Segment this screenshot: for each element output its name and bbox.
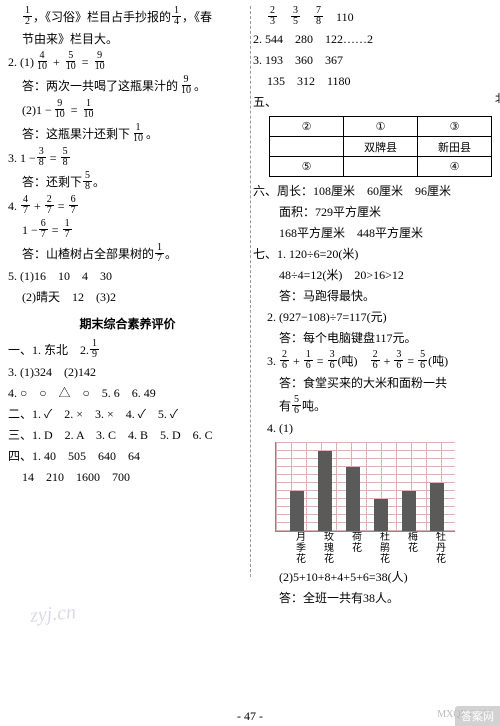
text: ，《习俗》栏目占手抄报的 xyxy=(33,8,171,26)
left-column: 12 ，《习俗》栏目占手抄报的 14 ，《春 节由来》栏目大。 2. (1) 4… xyxy=(8,6,247,607)
column-divider xyxy=(250,6,251,577)
answer-line: 答：山楂树占全部果树的 17 。 xyxy=(8,243,247,264)
text-line: 12 ，《习俗》栏目占手抄报的 14 ，《春 xyxy=(8,6,247,27)
answer-line: 答：还剩下 58 。 xyxy=(8,171,247,192)
s6-1-line: 六、周长：108厘米 60厘米 96厘米 xyxy=(253,182,492,200)
q2-2-line: (2)1 − 910 = 110 xyxy=(8,99,247,120)
corner-badge: 答案网 xyxy=(455,706,500,726)
s6-3-line: 168平方厘米 448平方厘米 xyxy=(253,224,492,242)
s7-1-line: 七、1. 120÷6=20(米) xyxy=(253,245,492,263)
chart-xlabel: 玫瑰花 xyxy=(315,532,343,565)
chart-bar xyxy=(430,483,444,531)
answer-line: 答：两次一共喝了这瓶果汁的 910 。 xyxy=(8,75,247,96)
chart-xlabel: 月季花 xyxy=(287,532,315,565)
q2-line: 2. (1) 410 + 510 = 910 xyxy=(8,51,247,72)
s4-2-line: 14 210 1600 700 xyxy=(8,468,247,486)
s7-1b-line: 48÷4=12(米) 20>16>12 xyxy=(253,266,492,284)
north-label: 北 xyxy=(495,91,500,108)
r1-line: 23 35 78 110 xyxy=(253,6,492,27)
s7-4-line: 4. (1) xyxy=(253,419,492,437)
s3-line: 三、1. D 2. A 3. C 4. B 5. D 6. C xyxy=(8,426,247,444)
s7-1c-line: 答：马跑得最快。 xyxy=(253,287,492,305)
chart-bar xyxy=(346,467,360,531)
q5-2-line: (2)晴天 12 (3)2 xyxy=(8,288,247,306)
chart-xlabel: 杜鹃花 xyxy=(371,532,399,565)
table-row: ②①③ xyxy=(270,117,492,137)
q3-line: 3. 1 − 38 = 58 xyxy=(8,147,247,168)
text: ，《春 xyxy=(182,8,212,26)
chart-bar xyxy=(318,451,332,531)
s7-2b-line: 答：每个电脑键盘117元。 xyxy=(253,329,492,347)
s1-4-line: 4. ○ ○ △ ○ 5. 6 6. 49 xyxy=(8,384,247,402)
q4-2-line: 1 − 67 = 17 xyxy=(8,219,247,240)
s7-4b-line: (2)5+10+8+4+5+6=38(人) xyxy=(253,568,492,586)
s1-line: 一、1. 东北 2. 19 xyxy=(8,339,247,360)
s7-3c-line: 有 56 吨。 xyxy=(253,395,492,416)
s1-3-line: 3. (1)324 (2)142 xyxy=(8,363,247,381)
table-row: 双牌县新田县 xyxy=(270,137,492,157)
q4-line: 4. 47 + 27 = 67 xyxy=(8,195,247,216)
fraction: 14 xyxy=(172,6,181,27)
r2-line: 2. 544 280 122……2 xyxy=(253,30,492,48)
section-heading: 期末综合素养评价 xyxy=(8,315,247,332)
chart-xlabel: 梅花 xyxy=(399,532,427,565)
s7-3b-line: 答：食堂买来的大米和面粉一共 xyxy=(253,374,492,392)
chart-xlabel: 牡丹花 xyxy=(427,532,455,565)
r3-line: 3. 193 360 367 xyxy=(253,51,492,69)
s7-3-line: 3. 26 + 16 = 36 (吨) 26 + 36 = 56 (吨) xyxy=(253,350,492,371)
page-footer: - 47 - xyxy=(0,709,500,724)
chart-bar xyxy=(374,499,388,531)
fraction: 12 xyxy=(23,6,32,27)
answer-line: 答：这瓶果汁还剩下 110 。 xyxy=(8,123,247,144)
s7-4c-line: 答：全班一共有38人。 xyxy=(253,589,492,607)
right-column: 23 35 78 110 2. 544 280 122……2 3. 193 36… xyxy=(253,6,492,607)
s4-1-line: 四、1. 40 505 640 64 xyxy=(8,447,247,465)
text-line: 节由来》栏目大。 xyxy=(8,30,247,48)
s7-2-line: 2. (927−108)÷7=117(元) xyxy=(253,308,492,326)
table-row: ⑤④ xyxy=(270,157,492,177)
q5-line: 5. (1)16 10 4 30 xyxy=(8,267,247,285)
chart-xlabel: 荷花 xyxy=(343,532,371,565)
bar-chart: 月季花玫瑰花荷花杜鹃花梅花牡丹花 xyxy=(275,442,492,565)
s6-2-line: 面积：729平方厘米 xyxy=(253,203,492,221)
chart-bar xyxy=(290,491,304,531)
r3b-line: 135 312 1180 xyxy=(253,72,492,90)
chart-bar xyxy=(402,491,416,531)
section-5: 五、 北 xyxy=(253,93,492,111)
location-table: ②①③ 双牌县新田县 ⑤④ xyxy=(269,116,492,177)
section-label: 五、 xyxy=(253,93,277,111)
s2-line: 二、1. ✓ 2. × 3. × 4. ✓ 5. ✓ xyxy=(8,405,247,423)
